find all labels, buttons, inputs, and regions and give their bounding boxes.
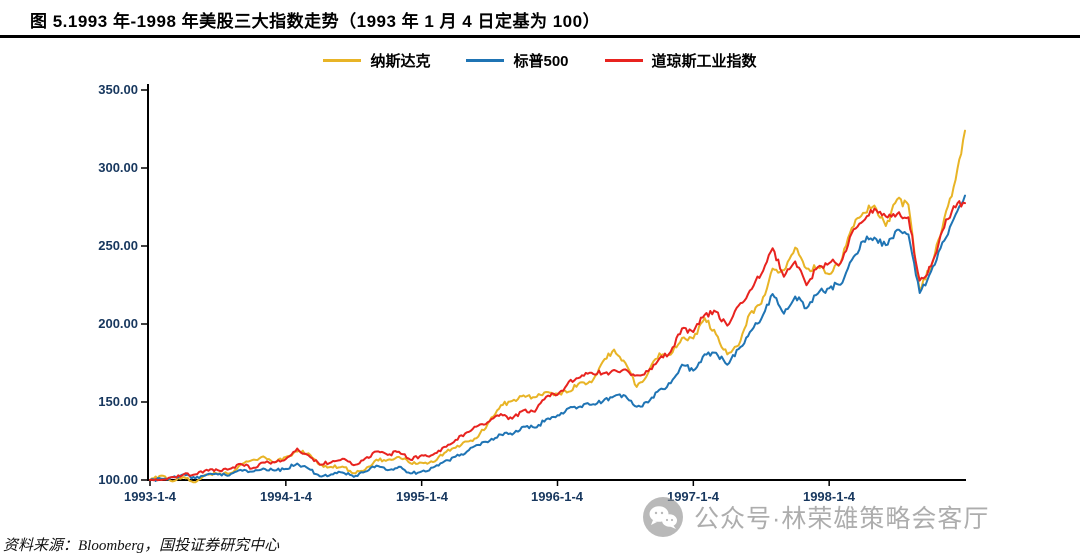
wechat-icon bbox=[643, 497, 683, 537]
title-divider bbox=[0, 35, 1080, 38]
legend-swatch-sp500 bbox=[466, 59, 505, 62]
legend-swatch-nasdaq bbox=[323, 59, 362, 62]
x-axis-label-1997: 1997-1-4 bbox=[666, 489, 720, 504]
y-axis-label-350: 350.00 bbox=[98, 82, 138, 97]
y-axis-label-150: 150.00 bbox=[98, 394, 138, 409]
source-note: 资料来源：Bloomberg，国投证券研究中心 bbox=[3, 538, 280, 554]
legend-label-nasdaq: 纳斯达克 bbox=[370, 53, 431, 70]
x-axis-label-1994: 1994-1-4 bbox=[259, 489, 313, 504]
legend-label-sp500: 标普500 bbox=[513, 53, 569, 70]
legend-swatch-dow bbox=[604, 59, 643, 62]
y-axis-label-200: 200.00 bbox=[98, 316, 138, 331]
legend-item-nasdaq: 纳斯达克 bbox=[323, 50, 430, 71]
figure-title: 图 5.1993 年-1998 年美股三大指数走势（1993 年 1 月 4 日… bbox=[30, 12, 601, 31]
x-axis-label-1993: 1993-1-4 bbox=[123, 489, 177, 504]
x-axis-label-1995: 1995-1-4 bbox=[395, 489, 449, 504]
legend-label-dow: 道琼斯工业指数 bbox=[651, 53, 757, 70]
legend-item-dow: 道琼斯工业指数 bbox=[604, 50, 757, 71]
watermark-text: 公众号·林荣雄策略会客厅 bbox=[694, 505, 990, 533]
x-axis-label-1998: 1998-1-4 bbox=[802, 489, 856, 504]
y-axis-label-100: 100.00 bbox=[98, 472, 138, 487]
chart-legend: 纳斯达克 标普500 道琼斯工业指数 bbox=[0, 50, 1080, 71]
x-axis-label-1996: 1996-1-4 bbox=[530, 489, 584, 504]
y-axis-label-250: 250.00 bbox=[98, 238, 138, 253]
legend-item-sp500: 标普500 bbox=[466, 50, 569, 71]
watermark: 公众号·林荣雄策略会客厅 bbox=[642, 496, 989, 538]
y-axis-label-300: 300.00 bbox=[98, 160, 138, 175]
